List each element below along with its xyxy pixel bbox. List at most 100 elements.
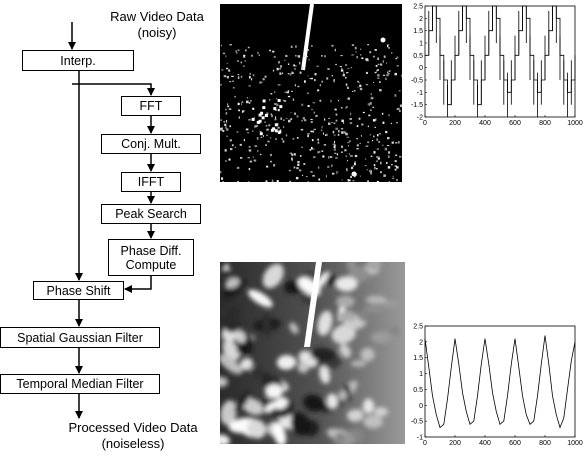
noise-speck bbox=[370, 172, 372, 174]
noise-speck bbox=[318, 142, 320, 144]
noise-speck bbox=[366, 145, 369, 147]
noise-speck bbox=[285, 55, 287, 57]
noise-speck bbox=[276, 104, 279, 107]
noise-speck bbox=[330, 156, 333, 158]
noise-speck bbox=[376, 168, 378, 169]
noise-speck bbox=[221, 119, 222, 121]
noise-speck bbox=[355, 155, 358, 157]
noise-speck bbox=[222, 181, 224, 182]
noise-speck bbox=[336, 114, 338, 116]
noise-speck bbox=[370, 110, 371, 112]
noise-speck bbox=[243, 56, 245, 58]
noise-speck bbox=[389, 70, 391, 71]
noise-speck bbox=[254, 160, 257, 162]
noise-speck bbox=[383, 122, 385, 124]
noise-speck bbox=[365, 165, 367, 166]
noise-speck bbox=[367, 44, 369, 45]
noise-speck bbox=[395, 94, 397, 97]
noise-speck bbox=[385, 148, 387, 151]
noise-speck bbox=[341, 146, 343, 148]
noise-speck bbox=[248, 47, 250, 48]
noise-speck bbox=[237, 181, 239, 182]
noise-speck bbox=[370, 134, 371, 135]
noise-speck bbox=[374, 164, 376, 166]
noise-speck bbox=[382, 145, 384, 146]
noise-speck bbox=[331, 165, 332, 167]
noise-speck bbox=[229, 108, 232, 110]
noise-speck bbox=[381, 38, 386, 43]
y-tick-label: 2 bbox=[419, 339, 423, 346]
noise-speck bbox=[311, 147, 313, 150]
noise-speck bbox=[283, 126, 284, 128]
noise-speck bbox=[297, 161, 300, 163]
noise-speck bbox=[275, 138, 276, 140]
noise-speck bbox=[350, 122, 352, 123]
noise-speck bbox=[307, 56, 308, 57]
noise-speck bbox=[341, 107, 343, 109]
noise-speck bbox=[321, 151, 323, 152]
noise-speck bbox=[331, 45, 333, 47]
noise-speck bbox=[312, 175, 315, 177]
noise-speck bbox=[236, 50, 237, 52]
noise-speck bbox=[260, 154, 262, 155]
y-tick-label: -0.5 bbox=[411, 419, 423, 426]
noise-speck bbox=[263, 135, 264, 137]
clean-signal-svg: 2.521.510.50-0.5-10 200 400 600 800 1000 bbox=[409, 320, 584, 448]
noise-speck bbox=[297, 115, 299, 117]
noise-speck bbox=[233, 87, 235, 88]
noise-speck bbox=[289, 170, 291, 172]
noise-speck bbox=[360, 88, 363, 90]
noise-speck bbox=[335, 157, 337, 159]
noise-speck bbox=[239, 116, 240, 118]
noise-speck bbox=[388, 166, 390, 169]
noise-speck bbox=[318, 179, 320, 181]
noise-speck bbox=[367, 180, 369, 182]
noise-speck bbox=[346, 83, 348, 85]
noise-speck bbox=[312, 139, 314, 141]
noise-speck bbox=[314, 112, 315, 114]
noise-speck bbox=[367, 169, 368, 170]
noise-speck bbox=[271, 115, 273, 118]
noise-speck bbox=[228, 69, 230, 71]
noise-speck bbox=[340, 66, 342, 67]
noise-speck bbox=[334, 153, 336, 154]
y-tick-label: 1 bbox=[419, 371, 423, 378]
noise-speck bbox=[382, 113, 383, 115]
phase-diff-label-2: Compute bbox=[126, 258, 177, 272]
noise-speck bbox=[235, 147, 236, 148]
noise-speck bbox=[384, 56, 386, 58]
noise-speck bbox=[291, 154, 293, 156]
texture-blob bbox=[374, 407, 388, 416]
noise-speck bbox=[288, 96, 290, 97]
noise-speck bbox=[300, 72, 302, 74]
noise-speck bbox=[377, 181, 379, 182]
noise-speck bbox=[248, 157, 250, 158]
noise-speck bbox=[260, 132, 263, 135]
spatial-filter-label: Spatial Gaussian Filter bbox=[17, 331, 143, 345]
noise-speck bbox=[293, 64, 295, 66]
output-label-sub: (noiseless) bbox=[58, 436, 208, 452]
noise-speck bbox=[360, 143, 361, 144]
noise-speck bbox=[398, 141, 399, 143]
noise-speck bbox=[368, 115, 370, 117]
noise-speck bbox=[391, 52, 392, 54]
noise-speck bbox=[226, 136, 228, 137]
temporal-filter-label: Temporal Median Filter bbox=[16, 377, 143, 391]
noise-speck bbox=[265, 144, 267, 145]
noise-speck bbox=[387, 45, 388, 47]
noise-speck bbox=[360, 49, 361, 50]
noise-speck bbox=[230, 148, 232, 150]
noise-speck bbox=[265, 114, 268, 117]
noise-speck bbox=[380, 171, 382, 173]
noise-speck bbox=[318, 166, 319, 168]
noise-speck bbox=[298, 55, 301, 57]
texture-blob bbox=[336, 277, 358, 292]
processed-video-frame bbox=[220, 262, 405, 444]
noise-speck bbox=[337, 153, 338, 155]
noise-speck bbox=[301, 104, 303, 106]
peak-search-box: Peak Search bbox=[101, 204, 201, 224]
y-tick-label: 1.5 bbox=[413, 28, 423, 35]
noise-speck bbox=[236, 52, 237, 53]
noise-speck bbox=[385, 78, 386, 80]
noise-speck bbox=[340, 55, 343, 56]
